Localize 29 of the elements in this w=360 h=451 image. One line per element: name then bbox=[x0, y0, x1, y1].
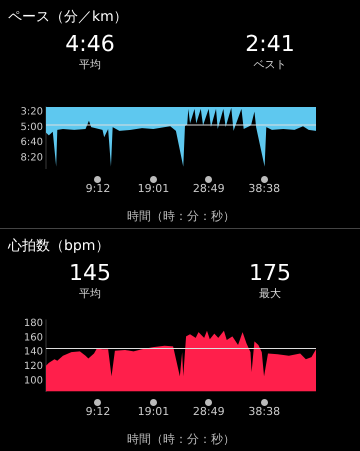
x-tick-label: 28:49 bbox=[192, 404, 225, 418]
text: 4:46 bbox=[64, 32, 116, 57]
y-tick-label: 3:20 bbox=[20, 106, 43, 118]
y-tick-label: 120 bbox=[24, 361, 43, 372]
x-tick-label: 19:01 bbox=[138, 404, 170, 418]
y-tick-label: 160 bbox=[24, 332, 43, 344]
x-tick-label: 9:12 bbox=[86, 182, 110, 195]
x-tick-label: 28:49 bbox=[192, 182, 225, 195]
text: 最大 bbox=[258, 286, 282, 301]
x-axis-title: 時間（時：分：秒） bbox=[127, 208, 235, 223]
y-tick-label: 100 bbox=[24, 375, 43, 386]
x-axis-title: 時間（時：分：秒） bbox=[127, 432, 235, 446]
y-tick-label: 140 bbox=[24, 346, 43, 358]
y-tick-label: 5:00 bbox=[20, 122, 43, 133]
x-tick-label: 19:01 bbox=[138, 182, 170, 195]
text: 175 bbox=[248, 261, 292, 286]
y-tick-label: 180 bbox=[24, 318, 43, 330]
x-tick-label: 38:38 bbox=[248, 182, 280, 195]
text: 2:41 bbox=[244, 32, 296, 57]
x-tick-label: 9:12 bbox=[86, 404, 110, 418]
chart-title: 心拍数（bpm） bbox=[8, 237, 110, 255]
text: 平均 bbox=[78, 57, 102, 72]
y-tick-label: 6:40 bbox=[20, 137, 43, 148]
x-tick-label: 38:38 bbox=[248, 404, 280, 418]
text: ベスト bbox=[252, 57, 288, 72]
text: 145 bbox=[68, 261, 112, 286]
chart-title: ペース（分／km） bbox=[8, 8, 129, 26]
text: 平均 bbox=[78, 286, 102, 301]
y-tick-label: 8:20 bbox=[20, 152, 43, 164]
